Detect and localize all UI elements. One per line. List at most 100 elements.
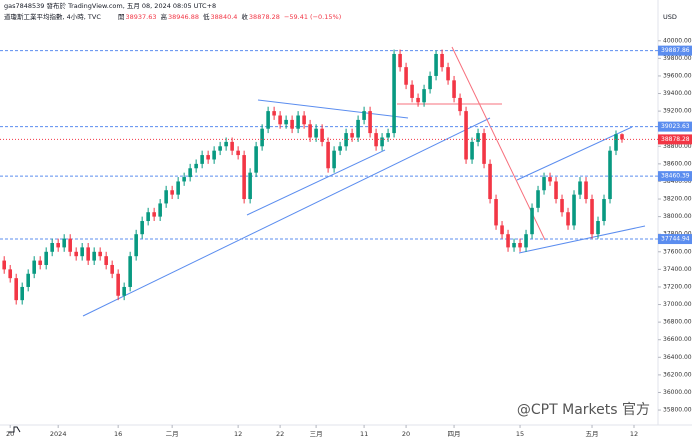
candle-body bbox=[440, 53, 444, 68]
candle-body bbox=[464, 111, 468, 160]
candle-body bbox=[548, 177, 552, 182]
y-tick-label: 40000.00 bbox=[663, 37, 692, 44]
trend-line bbox=[257, 99, 409, 119]
candle-body bbox=[176, 181, 180, 195]
tv-logo bbox=[8, 426, 21, 433]
candle-body bbox=[428, 75, 432, 90]
candle-body bbox=[536, 190, 540, 208]
x-tick-label: 22 bbox=[276, 430, 284, 438]
candle-body bbox=[170, 190, 174, 195]
last-price-label: 38878.28 bbox=[661, 136, 690, 143]
candle-body bbox=[566, 212, 570, 226]
candle-body bbox=[596, 221, 600, 235]
candle-body bbox=[146, 212, 150, 222]
candle-body bbox=[518, 242, 522, 248]
candle-body bbox=[314, 128, 318, 138]
candle-body bbox=[524, 234, 528, 248]
candle-body bbox=[128, 256, 132, 287]
candle-body bbox=[350, 133, 354, 138]
level-label: 39887.86 bbox=[661, 47, 690, 54]
candle-body bbox=[398, 53, 402, 68]
candle-body bbox=[260, 128, 264, 147]
y-tick-label: 35800.00 bbox=[663, 407, 692, 414]
y-tick-label: 38200.00 bbox=[663, 196, 692, 203]
candle-body bbox=[362, 111, 366, 120]
candle-body bbox=[416, 97, 420, 103]
x-tick-label: 16 bbox=[114, 430, 122, 438]
x-tick-label: 2024 bbox=[50, 430, 67, 438]
candle-body bbox=[356, 119, 360, 138]
candle-body bbox=[476, 133, 480, 142]
candle-body bbox=[386, 133, 390, 138]
y-tick-label: 38600.00 bbox=[663, 160, 692, 167]
candle-body bbox=[182, 177, 186, 182]
y-tick-label: 37200.00 bbox=[663, 283, 692, 290]
candle-body bbox=[38, 260, 42, 265]
change: −59.41 (−0.15%) bbox=[284, 13, 341, 21]
level-tag bbox=[658, 171, 692, 182]
ohlc-value: 38946.88 bbox=[168, 13, 199, 21]
candle-body bbox=[290, 119, 294, 129]
candle-body bbox=[620, 134, 624, 140]
candle-body bbox=[512, 242, 516, 248]
candle-body bbox=[86, 247, 90, 261]
candle-body bbox=[470, 141, 474, 160]
y-tick-label: 38800.00 bbox=[663, 143, 692, 150]
level-label: 37744.94 bbox=[661, 236, 690, 243]
level-tag bbox=[658, 45, 692, 56]
candle-body bbox=[266, 111, 270, 129]
candle-body bbox=[134, 234, 138, 257]
y-tick-label: 38000.00 bbox=[663, 213, 692, 220]
candle-body bbox=[194, 163, 198, 169]
x-tick-label: 20 bbox=[402, 430, 410, 438]
candle-body bbox=[296, 115, 300, 129]
y-tick-label: 39600.00 bbox=[663, 72, 692, 79]
candle-body bbox=[140, 221, 144, 235]
ohlc-value: 38878.28 bbox=[249, 13, 280, 21]
trend-line bbox=[451, 46, 546, 241]
ohlc-prefix: 收 bbox=[241, 12, 248, 21]
candle-body bbox=[302, 115, 306, 125]
candle-body bbox=[56, 242, 60, 248]
candle-body bbox=[26, 273, 30, 287]
candle-body bbox=[608, 150, 612, 200]
candle-body bbox=[50, 242, 54, 252]
candle-body bbox=[122, 286, 126, 296]
ohlc-header: 開38937.63 高38946.88 低38840.4 收38878.28 −59.4… bbox=[118, 12, 341, 21]
candle-body bbox=[158, 203, 162, 217]
candle-body bbox=[62, 238, 66, 248]
author-line: gas7848539 發布於 TradingView.com, 五月 08, 2… bbox=[4, 1, 216, 10]
candle-body bbox=[578, 181, 582, 195]
candle-body bbox=[452, 80, 456, 98]
level-label: 39023.63 bbox=[661, 123, 690, 130]
candle-body bbox=[482, 133, 486, 164]
y-tick-label: 39200.00 bbox=[663, 108, 692, 115]
candle-body bbox=[404, 67, 408, 85]
candle-body bbox=[32, 260, 36, 274]
candle-body bbox=[332, 150, 336, 169]
drawings bbox=[82, 46, 646, 317]
candle-body bbox=[542, 177, 546, 191]
candle-body bbox=[212, 150, 216, 160]
candle-body bbox=[614, 134, 618, 151]
candle-body bbox=[374, 133, 378, 147]
level-tag bbox=[658, 121, 692, 132]
chart-title: 道瓊斯工業平均指數, 4小時, TVC bbox=[4, 12, 101, 21]
candle-body bbox=[164, 190, 168, 204]
candle-body bbox=[224, 141, 228, 147]
candle-body bbox=[2, 260, 6, 270]
candle-body bbox=[602, 199, 606, 222]
candle-body bbox=[410, 84, 414, 98]
currency: USD bbox=[663, 13, 677, 21]
candle-body bbox=[584, 181, 588, 200]
candle-body bbox=[530, 207, 534, 235]
ohlc-value: 38937.63 bbox=[126, 13, 157, 21]
candle-body bbox=[434, 53, 438, 76]
candle-body bbox=[422, 89, 426, 103]
candle-body bbox=[254, 146, 258, 173]
y-tick-label: 38400.00 bbox=[663, 178, 692, 185]
candle-body bbox=[494, 199, 498, 226]
trend-line bbox=[246, 149, 386, 216]
